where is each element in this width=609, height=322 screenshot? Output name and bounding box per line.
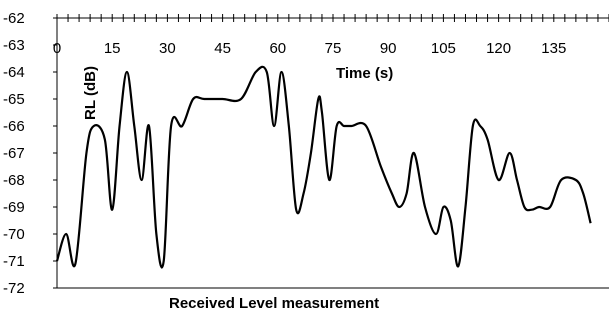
x-tick-label: 30 xyxy=(159,40,176,57)
y-tick-label: -71 xyxy=(3,253,25,270)
y-tick-label: -64 xyxy=(3,64,25,81)
x-axis-title: Time (s) xyxy=(336,65,393,82)
chart-title: Received Level measurement xyxy=(169,295,379,312)
y-tick-label: -66 xyxy=(3,118,25,135)
x-tick-label: 45 xyxy=(214,40,231,57)
y-axis-title: RL (dB) xyxy=(82,66,99,120)
y-tick-label: -67 xyxy=(3,145,25,162)
x-tick-label: 105 xyxy=(431,40,456,57)
y-tick-label: -68 xyxy=(3,172,25,189)
x-tick-label: 15 xyxy=(104,40,121,57)
x-tick-label: 90 xyxy=(380,40,397,57)
y-tick-label: -65 xyxy=(3,91,25,108)
x-tick-label: 60 xyxy=(269,40,286,57)
x-tick-label: 75 xyxy=(325,40,342,57)
y-tick-label: -63 xyxy=(3,37,25,54)
y-tick-label: -62 xyxy=(3,10,25,27)
x-tick-label: 0 xyxy=(53,40,61,57)
y-tick-label: -72 xyxy=(3,280,25,297)
y-tick-label: -70 xyxy=(3,226,25,243)
x-tick-label: 120 xyxy=(486,40,511,57)
x-tick-label: 135 xyxy=(541,40,566,57)
y-tick-label: -69 xyxy=(3,199,25,216)
rl-series-line xyxy=(55,65,592,269)
